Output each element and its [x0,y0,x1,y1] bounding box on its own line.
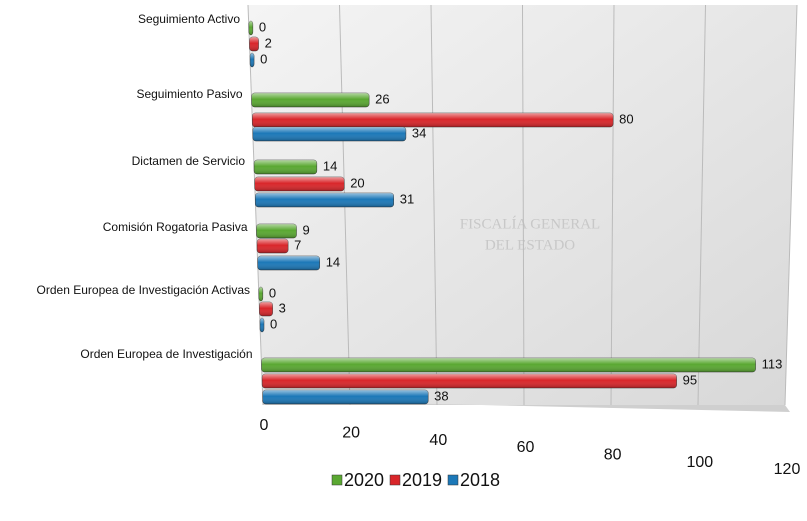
grid-line [610,4,615,406]
bar-shine [260,318,264,332]
grid-line [430,4,438,406]
legend-swatch [331,474,343,486]
data-label: 7 [294,237,301,252]
bar-shine [249,37,259,51]
grid-line [522,4,525,406]
bar-shine [254,177,345,191]
data-label: 9 [303,222,310,237]
data-label: 26 [375,91,389,106]
category-label: Orden Europea de Investigación Activas [37,283,250,297]
grid-line [784,4,798,406]
legend-label: 2020 [344,470,384,490]
bar-shine [261,358,756,372]
data-label: 20 [350,175,364,190]
category-label: Seguimiento Activo [138,12,240,26]
bar-shine [258,287,263,301]
x-tick-label: 0 [260,417,269,434]
data-label: 113 [762,356,783,371]
x-tick-label: 80 [604,447,622,464]
data-label: 95 [683,372,697,387]
bar-shine [252,127,406,141]
x-tick-label: 100 [686,454,713,471]
data-label: 0 [260,51,267,66]
watermark: DEL ESTADO [485,237,575,253]
category-label: Dictamen de Servicio [132,154,246,168]
data-label: 0 [259,19,266,34]
bar-shine [248,21,253,35]
x-tick-label: 60 [517,439,535,456]
x-tick-label: 120 [774,461,801,478]
bar-shine [256,224,297,238]
bar-shine [251,93,370,107]
data-label: 80 [619,111,633,126]
category-label: Seguimiento Pasivo [136,87,242,101]
legend-label: 2019 [402,470,442,490]
legend-swatch [389,474,401,486]
x-tick-label: 40 [429,432,447,449]
data-label: 14 [323,158,337,173]
bar-shine [257,239,289,253]
category-label: Comisión Rogatoria Pasiva [103,220,248,234]
category-label: Orden Europea de Investigación [80,347,252,361]
bar-shine [250,53,255,67]
data-label: 34 [412,125,426,140]
data-label: 14 [326,254,340,269]
bar-shine [262,390,429,404]
data-label: 38 [434,388,448,403]
legend-label: 2018 [460,470,500,490]
bar-shine [257,256,320,270]
data-label: 2 [265,35,272,50]
data-label: 0 [269,285,276,300]
bar-shine [259,302,273,316]
watermark: FISCALÍA GENERAL [460,215,600,232]
data-label: 31 [400,191,414,206]
bar-shine [262,374,677,388]
legend-swatch [447,474,459,486]
x-tick-label: 20 [342,425,360,442]
plot-wall [248,5,797,405]
bar-shine [255,193,394,207]
bar-shine [254,160,317,174]
data-label: 0 [270,316,277,331]
bar-shine [252,113,614,127]
data-label: 3 [279,300,286,315]
grid-line [697,4,706,406]
